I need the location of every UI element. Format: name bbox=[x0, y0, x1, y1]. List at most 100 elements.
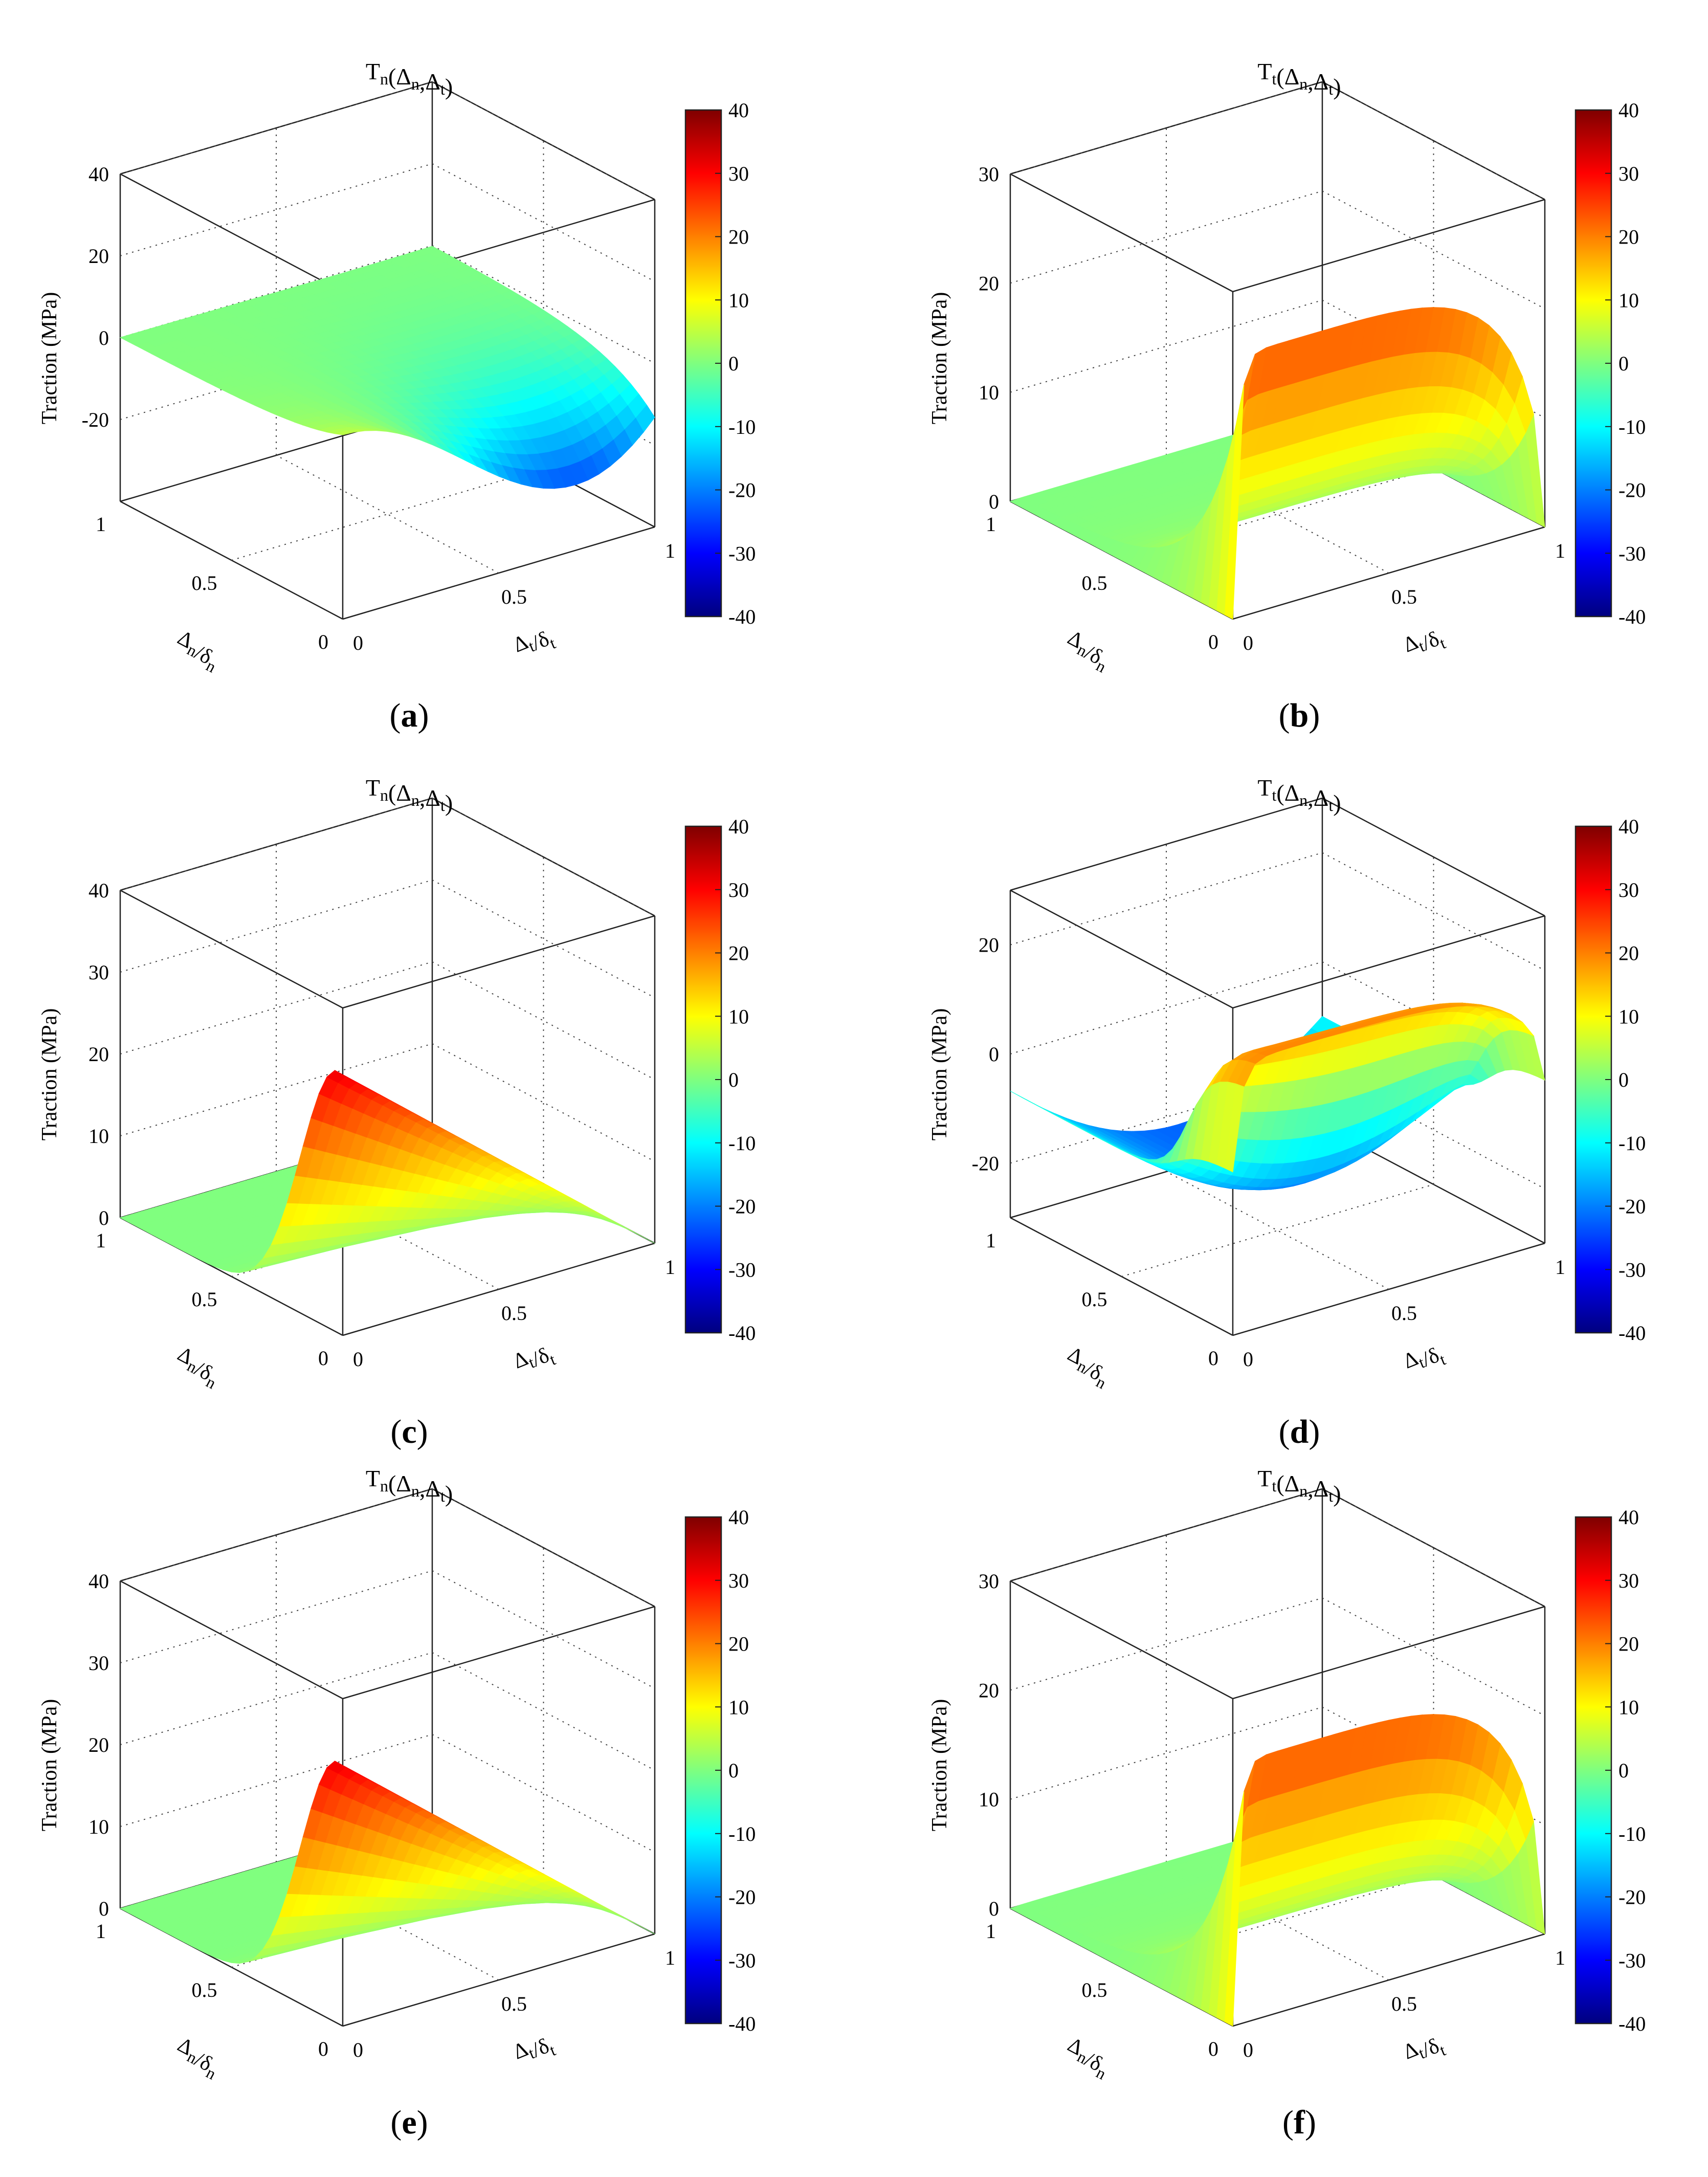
z-tick-label: 40 bbox=[88, 879, 109, 902]
box-edge bbox=[120, 889, 343, 1009]
grid-line bbox=[231, 468, 544, 561]
x-axis-label: Δt/δt bbox=[1400, 621, 1448, 665]
colorbar-tick-label: 40 bbox=[728, 815, 749, 838]
z-tick-label: 20 bbox=[979, 934, 999, 957]
box-edge bbox=[342, 915, 655, 1009]
z-tick-label: 0 bbox=[989, 490, 999, 513]
colorbar-tick-label: -10 bbox=[728, 415, 756, 438]
z-tick-label: -20 bbox=[82, 408, 109, 431]
panel-title: Tn(Δn,Δt) bbox=[366, 775, 453, 816]
x-axis-label: Δt/δt bbox=[510, 2028, 558, 2072]
y-tick-label: 0.5 bbox=[192, 1978, 217, 2002]
colorbar-tick-label: -40 bbox=[728, 2012, 756, 2035]
grid-line bbox=[1010, 1597, 1545, 1717]
colorbar-tick-label: 10 bbox=[728, 1005, 749, 1028]
grid-line bbox=[120, 245, 655, 364]
z-axis-label: Traction (MPa) bbox=[38, 1699, 61, 1832]
grid-line bbox=[120, 1488, 655, 1607]
colorbar-tick-label: -40 bbox=[1618, 1322, 1646, 1345]
box-edge bbox=[1232, 1606, 1545, 1700]
z-axis-label: Traction (MPa) bbox=[928, 1008, 951, 1141]
colorbar-tick-label: 40 bbox=[1618, 99, 1639, 122]
x-tick-label: 0.5 bbox=[1391, 1302, 1417, 1325]
colorbar-tick-label: -20 bbox=[728, 1195, 756, 1218]
y-tick-label: 0 bbox=[318, 2037, 328, 2060]
y-tick-label: 0.5 bbox=[192, 571, 217, 595]
box-edge bbox=[1010, 1580, 1233, 1700]
colorbar-tick-label: 20 bbox=[728, 1633, 749, 1656]
x-tick-label: 1 bbox=[665, 539, 675, 562]
z-axis-label: Traction (MPa) bbox=[38, 292, 61, 425]
colorbar-tick-label: -30 bbox=[728, 1949, 756, 1972]
grid-line bbox=[120, 961, 655, 1080]
grid-line bbox=[1121, 1184, 1434, 1277]
x-tick-label: 0.5 bbox=[501, 1992, 527, 2015]
surface bbox=[119, 246, 655, 489]
y-axis-label: Δn/δn bbox=[170, 626, 226, 676]
y-axis-label: Δn/δn bbox=[1060, 1342, 1116, 1392]
surface bbox=[119, 1761, 655, 1964]
surface bbox=[119, 1070, 655, 1273]
grid-line bbox=[120, 1652, 655, 1771]
colorbar-tick-label: -10 bbox=[1618, 415, 1646, 438]
colorbar-tick-label: -40 bbox=[728, 605, 756, 628]
y-tick-label: 0 bbox=[1208, 1347, 1218, 1370]
grid-line bbox=[1166, 1171, 1389, 1290]
panel-title: Tn(Δn,Δt) bbox=[366, 58, 453, 100]
colorbar-tick-label: 10 bbox=[1618, 289, 1639, 312]
x-tick-label: 0 bbox=[353, 1348, 363, 1371]
x-tick-label: 0.5 bbox=[501, 585, 527, 608]
panel-label: (c) bbox=[390, 1413, 428, 1450]
colorbar-tick-label: -10 bbox=[728, 1132, 756, 1155]
x-tick-label: 0.5 bbox=[501, 1302, 527, 1325]
panel-title: Tt(Δn,Δt) bbox=[1257, 775, 1341, 816]
grid-line bbox=[120, 163, 655, 282]
z-tick-label: 10 bbox=[979, 381, 999, 404]
box-edge bbox=[1010, 889, 1233, 1009]
box-edge bbox=[1010, 173, 1233, 293]
z-tick-label: 20 bbox=[979, 272, 999, 295]
colorbar-tick-label: -30 bbox=[728, 542, 756, 565]
x-axis-label: Δt/δt bbox=[510, 1337, 558, 1381]
colorbar-tick-label: -20 bbox=[728, 1886, 756, 1909]
colorbar-tick-label: 40 bbox=[728, 99, 749, 122]
colorbar-tick-label: 30 bbox=[728, 1569, 749, 1592]
colorbar-tick-label: 40 bbox=[728, 1506, 749, 1529]
colorbar-tick-label: -20 bbox=[728, 479, 756, 502]
x-tick-label: 0 bbox=[353, 2038, 363, 2061]
colorbar-tick-label: -10 bbox=[1618, 1132, 1646, 1155]
colorbar-tick-label: 30 bbox=[728, 162, 749, 185]
box-edge bbox=[120, 173, 343, 293]
z-tick-label: 10 bbox=[88, 1815, 109, 1838]
grid-line bbox=[1010, 1488, 1545, 1607]
y-axis-label: Δn/δn bbox=[170, 2033, 226, 2083]
panel-label: (b) bbox=[1279, 697, 1320, 734]
z-tick-label: 40 bbox=[88, 163, 109, 186]
x-tick-label: 0 bbox=[1243, 631, 1253, 654]
box-edge bbox=[342, 1606, 655, 1700]
z-tick-label: 30 bbox=[979, 163, 999, 186]
box-edge bbox=[120, 1580, 343, 1700]
colorbar-tick-label: 30 bbox=[728, 878, 749, 901]
z-tick-label: 0 bbox=[99, 1206, 109, 1229]
grid-line bbox=[276, 455, 499, 574]
z-tick-label: -20 bbox=[972, 1152, 999, 1175]
z-tick-label: 30 bbox=[88, 1652, 109, 1675]
y-tick-label: 1 bbox=[96, 1229, 106, 1252]
y-axis-label: Δn/δn bbox=[170, 1342, 226, 1392]
y-tick-label: 1 bbox=[986, 1229, 996, 1252]
surface bbox=[1010, 1002, 1545, 1191]
colorbar-tick-label: 10 bbox=[728, 289, 749, 312]
surface-patch bbox=[597, 1216, 617, 1224]
z-tick-label: 0 bbox=[989, 1043, 999, 1066]
colorbar-tick-label: -20 bbox=[1618, 479, 1646, 502]
y-tick-label: 0.5 bbox=[1082, 1288, 1107, 1311]
x-axis-label: Δt/δt bbox=[510, 621, 558, 665]
x-tick-label: 0.5 bbox=[1391, 585, 1417, 608]
x-tick-label: 0 bbox=[353, 631, 363, 654]
y-tick-label: 1 bbox=[986, 513, 996, 536]
colorbar-tick-label: 30 bbox=[1618, 162, 1639, 185]
